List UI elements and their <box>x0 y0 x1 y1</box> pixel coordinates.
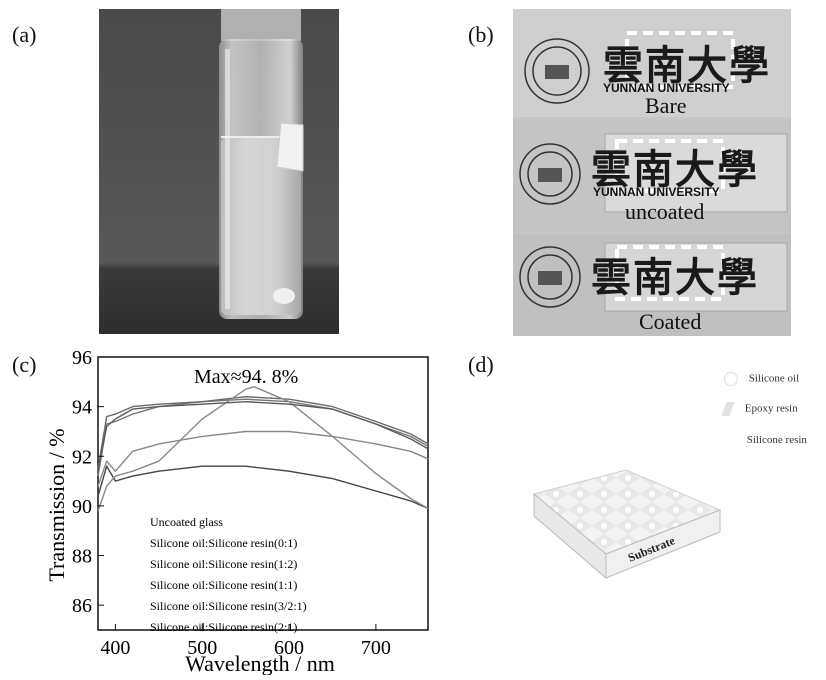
legend-entry: Uncoated glass <box>150 515 223 529</box>
legend-silicone-oil: Silicone oil <box>748 372 800 385</box>
chart-legend: Uncoated glass Silicone oil:Silicone res… <box>150 515 307 634</box>
legend-entry: Silicone oil:Silicone resin(1:2) <box>150 557 297 571</box>
series-line <box>97 465 429 510</box>
y-tick-label: 90 <box>72 496 92 518</box>
caption-coated: Coated <box>639 309 702 334</box>
transmission-chart: 86 88 90 92 94 96 400 500 600 700 Transmission / … <box>44 347 429 675</box>
panel-a-label: (a) <box>12 22 37 47</box>
schematic-legend: Silicone oil Epoxy resin Silicone resin <box>721 372 824 462</box>
series-line <box>97 386 429 512</box>
x-axis-label: Wavelength / nm <box>185 651 335 675</box>
epoxy-resin-icon <box>721 402 735 416</box>
x-tick-label: 400 <box>100 637 130 659</box>
legend-entry: Silicone oil:Silicone resin(2:1) <box>150 620 297 634</box>
y-tick-label: 92 <box>72 446 92 468</box>
english-title-bare: YUNNAN UNIVERSITY <box>603 81 730 95</box>
series-line <box>97 396 429 469</box>
series-line <box>97 401 429 472</box>
x-tick-label: 600 <box>274 637 304 659</box>
english-title-uncoated: YUNNAN UNIVERSITY <box>593 185 720 199</box>
legend-silicone-resin: Silicone resin <box>746 434 807 446</box>
substrate-schematic: Substrate <box>532 470 722 580</box>
series-line <box>97 398 429 477</box>
caption-uncoated: uncoated <box>625 199 705 224</box>
chinese-title-coated: 雲南大學 <box>591 254 759 301</box>
silicone-oil-icon <box>724 372 738 386</box>
x-tick-label: 500 <box>187 637 217 659</box>
logo-photo: 雲南大學 YUNNAN UNIVERSITY Bare 雲南大學 YUNNAN … <box>513 9 791 336</box>
panel-c-label: (c) <box>12 352 37 377</box>
max-annotation: Max≈94. 8% <box>194 366 298 388</box>
legend-entry: Silicone oil:Silicone resin(0:1) <box>150 536 297 550</box>
y-tick-label: 96 <box>72 347 92 369</box>
y-tick-label: 86 <box>72 595 92 617</box>
legend-entry: Silicone oil:Silicone resin(3/2:1) <box>150 599 307 613</box>
caption-bare: Bare <box>645 93 687 118</box>
plot-frame <box>97 356 429 631</box>
legend-epoxy-resin: Epoxy resin <box>744 402 798 415</box>
chinese-title-uncoated: 雲南大學 <box>591 146 759 193</box>
y-tick-label: 94 <box>72 397 92 419</box>
chinese-title-bare: 雲南大學 <box>603 42 771 89</box>
vial-photo <box>99 9 339 334</box>
legend-entry: Silicone oil:Silicone resin(1:1) <box>150 578 297 592</box>
x-tick-label: 700 <box>361 637 391 659</box>
series-line <box>97 430 429 487</box>
panel-d-label: (d) <box>468 352 494 377</box>
panel-b-label: (b) <box>468 22 494 47</box>
y-tick-label: 88 <box>72 546 92 568</box>
y-axis-label: Transmission / % <box>44 428 69 581</box>
